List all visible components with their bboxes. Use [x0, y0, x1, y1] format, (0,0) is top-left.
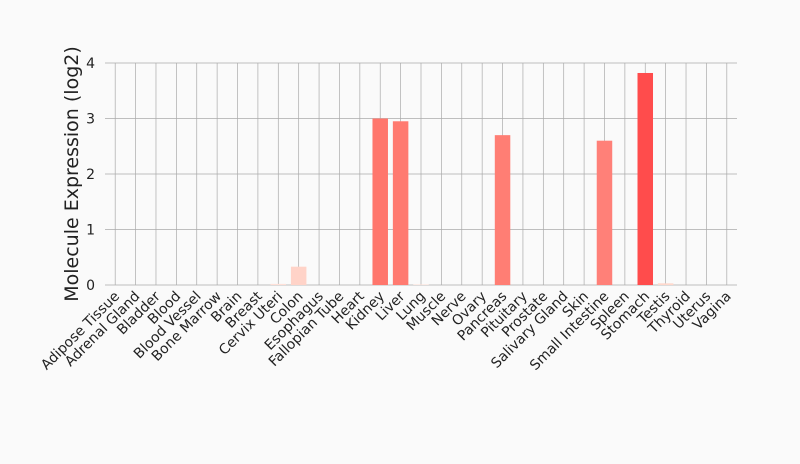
- y-tick-label: 0: [86, 278, 95, 294]
- bar: [494, 135, 511, 285]
- y-tick-label: 1: [86, 223, 95, 239]
- bar: [372, 118, 388, 285]
- bar: [637, 72, 654, 286]
- bar: [392, 121, 409, 286]
- y-tick-label: 4: [86, 56, 95, 72]
- bar: [290, 266, 307, 285]
- bar: [657, 283, 674, 285]
- bar: [413, 284, 429, 285]
- y-tick-label: 3: [86, 112, 95, 128]
- bar: [270, 283, 287, 285]
- y-axis-label: Molecule Expression (log2): [61, 46, 83, 302]
- bar: [596, 140, 613, 285]
- y-tick-label: 2: [86, 167, 95, 183]
